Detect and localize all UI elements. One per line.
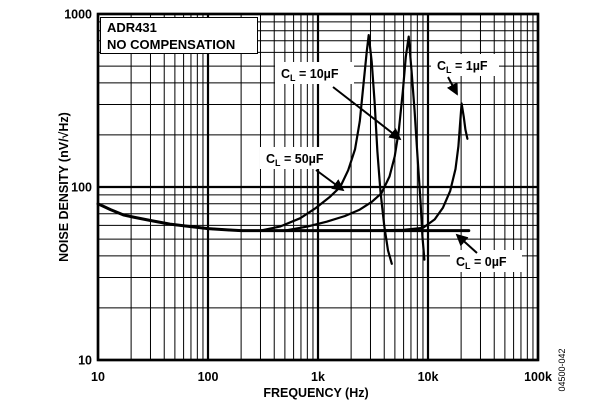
x-tick-10: 10	[91, 370, 105, 384]
device-name: ADR431	[107, 20, 157, 35]
annotation-arrow	[315, 169, 345, 192]
annotation-arrow	[332, 86, 402, 141]
series-label-bg	[260, 147, 340, 169]
y-axis-title: NOISE DENSITY (nV/√Hz)	[57, 112, 71, 262]
series-label-cl-0uf: CL = 0µF	[456, 255, 507, 271]
series-label-bg	[450, 250, 522, 272]
series-label-bg	[275, 62, 354, 84]
annotation-arrow	[455, 233, 478, 254]
curve-cl-0uf	[96, 202, 471, 233]
annotation-arrow	[446, 76, 458, 96]
plot-frame	[96, 12, 540, 362]
x-tick-100: 100	[198, 370, 219, 384]
x-tick-1k: 1k	[311, 370, 325, 384]
series-label-cl-1uf: CL = 1µF	[437, 59, 488, 75]
figure-number: 04500-042	[557, 348, 567, 392]
compensation-note: NO COMPENSATION	[107, 36, 236, 52]
y-tick-100: 100	[71, 181, 92, 195]
x-axis-title: FREQUENCY (Hz)	[263, 386, 369, 400]
x-tick-100k: 100k	[524, 370, 552, 384]
x-tick-10k: 10k	[418, 370, 439, 384]
y-tick-1000: 1000	[64, 8, 92, 22]
chart-title-box: ADR431 NO COMPENSATION	[100, 17, 258, 54]
y-tick-10: 10	[78, 354, 92, 368]
series-label-bg	[431, 54, 499, 76]
series-label-cl-50uf: CL = 50µF	[266, 152, 324, 168]
series-label-cl-10uf: CL = 10µF	[281, 67, 339, 83]
